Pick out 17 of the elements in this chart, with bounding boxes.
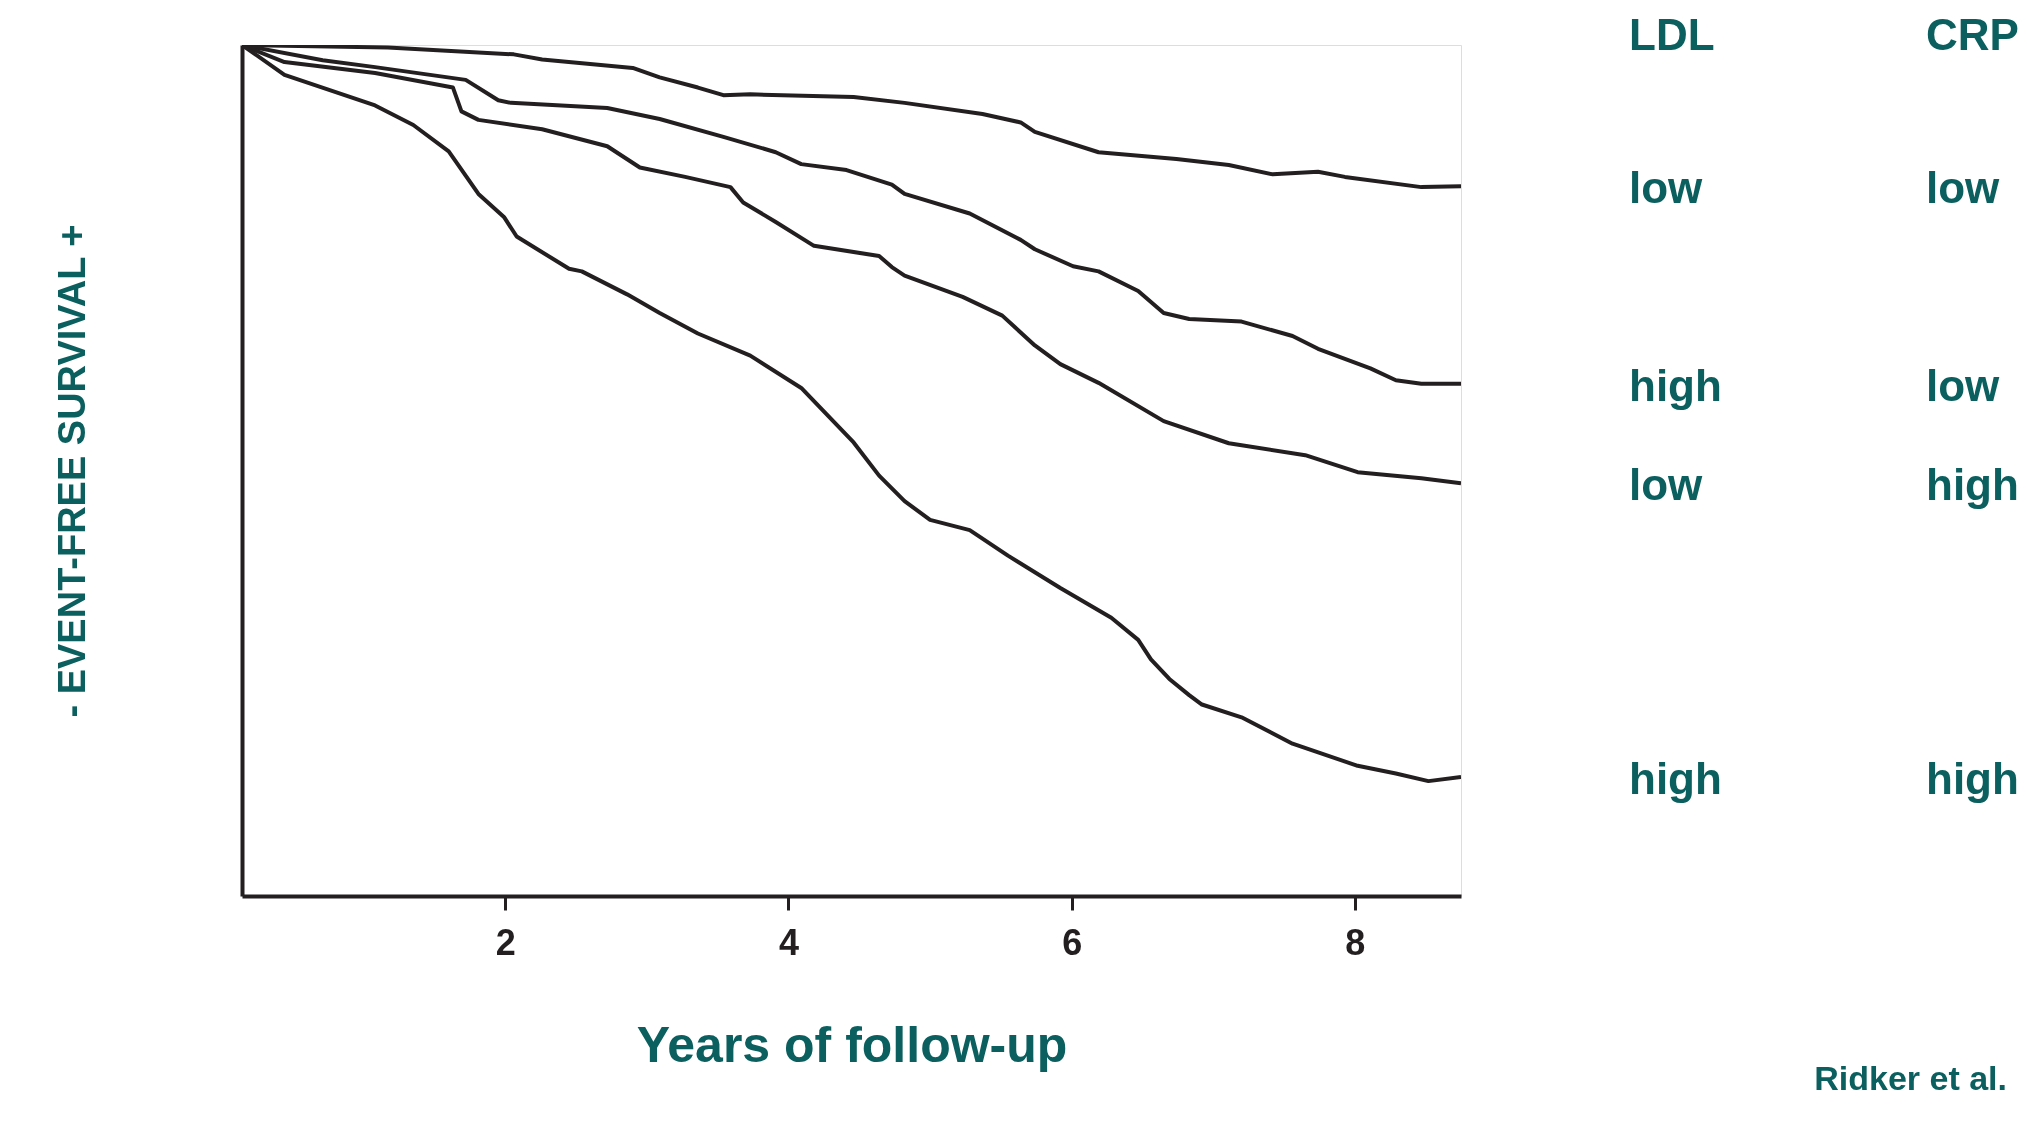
text: CRP — [1926, 10, 2019, 59]
x-tick-label: 6 — [1062, 921, 1083, 963]
text: high — [1629, 360, 1722, 410]
x-tick-label: 8 — [1345, 921, 1366, 963]
y-axis-title: - EVENT-FREE SURVIVAL + — [50, 224, 93, 718]
text: low — [1629, 163, 1704, 213]
text: high — [1629, 753, 1722, 803]
text: low — [1926, 360, 2001, 410]
x-tick-label: 4 — [778, 921, 800, 963]
x-tick-label: 2 — [495, 921, 516, 963]
text: high — [1926, 753, 2019, 803]
text: LDL — [1629, 10, 1715, 59]
text: low — [1926, 163, 2001, 213]
x-axis-title: Years of follow-up — [636, 1016, 1068, 1073]
text: high — [1926, 460, 2019, 510]
text: low — [1629, 460, 1704, 510]
text: Ridker et al. — [1814, 1059, 2007, 1097]
